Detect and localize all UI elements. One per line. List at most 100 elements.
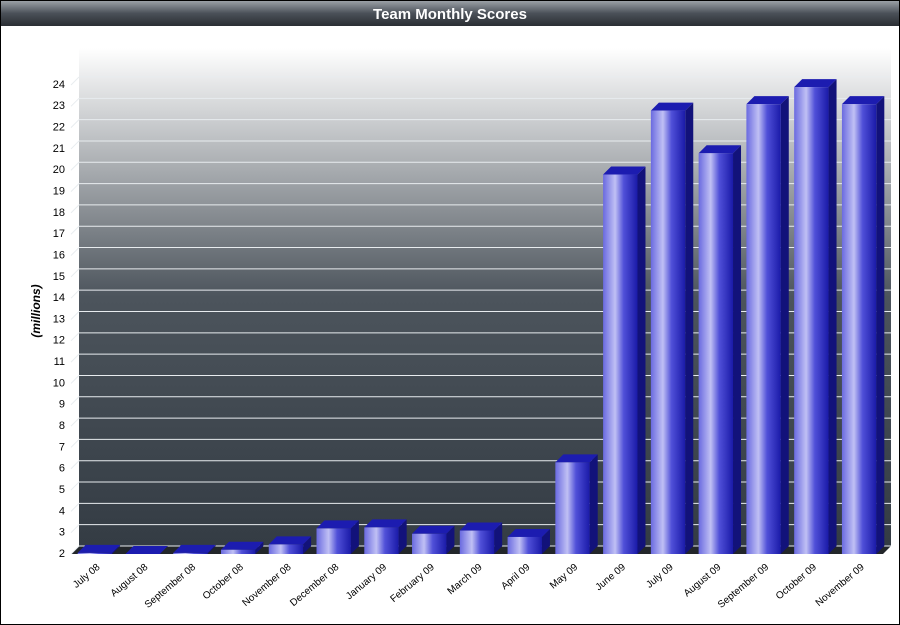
x-tick-label: January 09 xyxy=(344,562,389,603)
bar-top xyxy=(268,536,312,545)
bar-side xyxy=(398,519,407,554)
tick-mark xyxy=(70,481,80,491)
tick-mark xyxy=(70,289,80,299)
y-tick-label: 2 xyxy=(59,548,65,560)
tick-mark xyxy=(70,439,80,448)
bar xyxy=(650,110,686,554)
x-tick-label: December 08 xyxy=(288,562,341,609)
x-tick-label: April 09 xyxy=(499,562,532,593)
bar xyxy=(746,104,781,554)
bar-top xyxy=(173,544,216,553)
tick-mark xyxy=(70,183,80,192)
bar-side xyxy=(733,145,742,554)
bar-side xyxy=(780,96,789,554)
bar xyxy=(459,530,495,554)
y-axis-label: (millions) xyxy=(29,284,43,337)
tick-mark xyxy=(70,76,80,86)
bar xyxy=(364,527,399,554)
bar-top xyxy=(507,528,550,537)
tick-mark xyxy=(70,119,80,128)
bar-side xyxy=(685,102,694,554)
x-tick-label: August 08 xyxy=(109,562,151,600)
tick-mark xyxy=(70,417,80,427)
y-tick-label: 10 xyxy=(53,377,65,389)
tick-mark xyxy=(70,140,80,150)
tick-mark xyxy=(70,375,80,384)
bar-top xyxy=(650,102,694,111)
y-tick-label: 9 xyxy=(59,399,65,411)
y-tick-label: 18 xyxy=(53,207,65,219)
tick-mark xyxy=(70,353,80,363)
bar-top xyxy=(316,520,359,529)
bar-top xyxy=(841,96,885,105)
x-tick-label: September 08 xyxy=(143,562,199,611)
bar-side xyxy=(350,520,359,554)
x-tick-label: October 08 xyxy=(201,562,246,603)
bar xyxy=(603,174,638,554)
tick-mark xyxy=(70,545,80,555)
x-tick-label: November 08 xyxy=(241,562,294,609)
bar-top xyxy=(746,96,789,105)
x-tick-label: September 09 xyxy=(716,562,772,611)
bar xyxy=(412,533,447,554)
tick-mark xyxy=(70,332,80,342)
x-tick-label: November 09 xyxy=(814,562,867,609)
bar-side xyxy=(446,525,455,554)
tick-mark xyxy=(70,97,80,107)
x-tick-label: May 09 xyxy=(548,562,581,592)
y-tick-label: 16 xyxy=(53,249,65,261)
bar-side xyxy=(303,536,312,554)
bar-side xyxy=(494,522,503,554)
bar xyxy=(507,536,542,554)
tick-mark xyxy=(70,460,80,470)
y-tick-label: 13 xyxy=(53,313,65,325)
title-bar xyxy=(1,1,899,26)
x-tick-label: February 09 xyxy=(388,562,437,605)
y-tick-label: 7 xyxy=(59,441,65,453)
y-tick-label: 17 xyxy=(53,228,65,240)
y-tick-label: 8 xyxy=(59,420,65,432)
bar-top xyxy=(412,525,455,534)
bar-top xyxy=(555,454,598,463)
tick-mark xyxy=(70,204,80,214)
bar xyxy=(316,528,351,554)
y-tick-label: 20 xyxy=(53,164,65,176)
bar-side xyxy=(207,544,216,554)
tick-mark xyxy=(70,161,80,171)
bar-side xyxy=(828,79,837,554)
y-tick-label: 15 xyxy=(53,271,65,283)
bar xyxy=(77,552,113,554)
x-tick-label: October 09 xyxy=(774,562,819,603)
y-tick-label: 22 xyxy=(53,122,65,134)
bar-top xyxy=(77,544,121,553)
tick-mark xyxy=(70,524,80,534)
bar-top xyxy=(125,546,168,554)
tick-mark xyxy=(70,503,80,512)
y-tick-label: 24 xyxy=(53,79,65,91)
bar-side xyxy=(255,541,264,554)
y-tick-label: 6 xyxy=(59,463,65,475)
bar-side xyxy=(112,544,121,554)
y-tick-label: 3 xyxy=(59,527,65,539)
x-tick-label: July 09 xyxy=(644,562,676,591)
tick-mark xyxy=(70,225,80,235)
bar-side xyxy=(876,96,885,554)
x-tick-label: August 09 xyxy=(682,562,724,600)
chart-title: Team Monthly Scores xyxy=(373,6,527,23)
bar-side xyxy=(589,454,598,554)
y-tick-label: 4 xyxy=(59,505,65,517)
bar xyxy=(268,544,304,554)
tick-mark xyxy=(70,396,80,406)
bar xyxy=(698,153,734,554)
bar-top xyxy=(220,541,264,550)
tick-mark xyxy=(70,247,80,256)
x-tick-label: July 08 xyxy=(71,562,103,591)
bar xyxy=(555,462,590,554)
y-tick-label: 19 xyxy=(53,185,65,197)
y-tick-label: 12 xyxy=(53,335,65,347)
bar xyxy=(220,549,256,554)
bar-top xyxy=(794,79,837,88)
bar-side xyxy=(541,528,550,554)
